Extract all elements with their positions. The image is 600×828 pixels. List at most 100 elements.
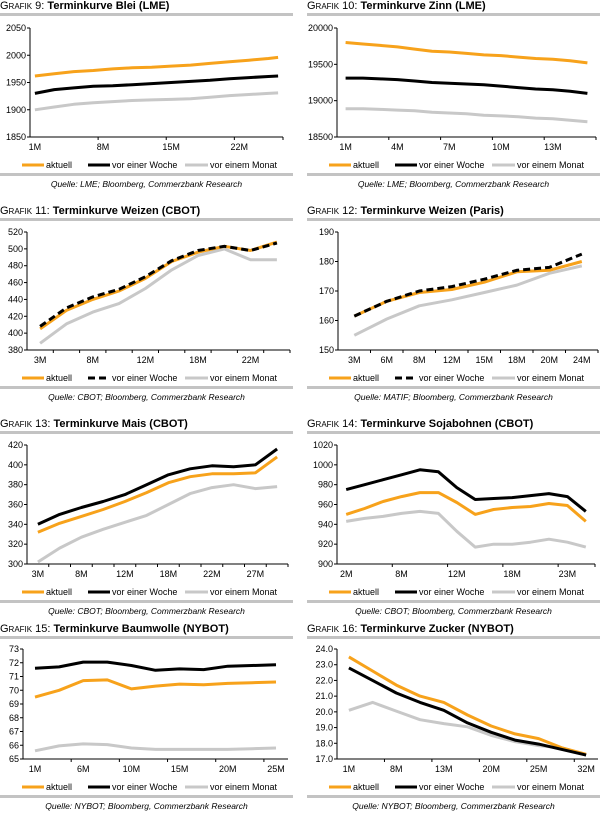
series-line-vor-einem-monat <box>39 247 277 345</box>
divider <box>307 636 600 639</box>
series-line-vor-einem-monat <box>345 509 587 549</box>
legend-label: aktuell <box>46 587 72 597</box>
divider <box>307 173 600 176</box>
chart-number: Grafik 15: <box>0 623 51 635</box>
legend-label: vor einer Woche <box>112 373 177 383</box>
y-tick-label: 2000 <box>6 50 26 60</box>
line-chart: 300 320 340 360 380 400 420 3M 8M 12M 18M 22M 27M akt… <box>8 440 289 597</box>
series-line-vor-einer-woche <box>348 666 587 757</box>
y-tick-label: 73 <box>9 644 19 654</box>
y-tick-label: 480 <box>8 261 23 271</box>
x-tick-label: 15M <box>171 764 189 774</box>
divider <box>0 13 293 16</box>
legend-label: vor einer Woche <box>419 160 484 170</box>
x-tick-label: 6M <box>380 355 393 365</box>
legend-label: vor einer Woche <box>112 587 177 597</box>
chart-title-text: Terminkurve Zinn (LME) <box>360 0 486 12</box>
y-tick-label: 940 <box>318 519 333 529</box>
y-tick-label: 960 <box>318 500 333 510</box>
chart-title-text: Terminkurve Sojabohnen (CBOT) <box>360 418 534 430</box>
series-line-aktuell <box>348 655 587 756</box>
chart-source: Quelle: CBOT; Bloomberg, Commerzbank Res… <box>48 392 245 402</box>
x-tick-label: 32M <box>577 764 595 774</box>
legend-label: vor einem Monat <box>210 782 278 792</box>
x-tick-label: 12M <box>137 355 155 365</box>
y-tick-label: 520 <box>8 227 23 237</box>
legend-label: vor einem Monat <box>210 587 278 597</box>
y-tick-label: 17.0 <box>315 754 333 764</box>
y-tick-label: 380 <box>8 345 23 355</box>
chart-title-text: Terminkurve Weizen (CBOT) <box>52 205 201 217</box>
x-tick-label: 3M <box>32 569 45 579</box>
x-tick-label: 1M <box>339 142 352 152</box>
legend-label: vor einem Monat <box>210 160 278 170</box>
chart-panel: Grafik 10: Terminkurve Zinn (LME) Quelle:… <box>307 0 600 205</box>
x-tick-label: 15M <box>162 142 180 152</box>
chart-panel: Grafik 14: Terminkurve Sojabohnen (CBOT)… <box>307 418 600 623</box>
series-line-aktuell <box>345 491 587 523</box>
chart-title: Grafik 13: Terminkurve Mais (CBOT) <box>0 418 188 430</box>
y-tick-label: 420 <box>8 311 23 321</box>
y-tick-label: 70 <box>9 685 19 695</box>
legend-label: vor einer Woche <box>112 782 177 792</box>
legend-label: aktuell <box>46 160 72 170</box>
x-tick-label: 7M <box>443 142 456 152</box>
chart-source: Quelle: NYBOT; Bloomberg, Commerzbank Re… <box>352 801 555 811</box>
legend-label: vor einer Woche <box>419 373 484 383</box>
x-tick-label: 3M <box>34 355 47 365</box>
x-tick-label: 15M <box>475 355 493 365</box>
x-tick-label: 1M <box>29 764 42 774</box>
series-line-vor-einer-woche <box>34 660 277 672</box>
y-tick-label: 2050 <box>6 23 26 33</box>
series-line-vor-einer-woche <box>39 241 278 328</box>
series-line-aktuell <box>353 260 583 318</box>
divider <box>307 431 600 434</box>
chart-panel: Grafik 13: Terminkurve Mais (CBOT) Quelle… <box>0 418 293 623</box>
divider <box>0 795 293 798</box>
chart-panel: Grafik 15: Terminkurve Baumwolle (NYBOT)… <box>0 623 293 828</box>
x-tick-label: 25M <box>267 764 285 774</box>
divider <box>307 795 600 798</box>
chart-title-text: Terminkurve Mais (CBOT) <box>53 418 188 430</box>
y-tick-label: 320 <box>8 539 23 549</box>
x-tick-label: 2M <box>340 569 353 579</box>
x-tick-label: 6M <box>77 764 90 774</box>
y-tick-label: 1000 <box>313 460 333 470</box>
y-tick-label: 1850 <box>6 132 26 142</box>
y-tick-label: 68 <box>9 713 19 723</box>
series-line-vor-einer-woche <box>34 74 279 95</box>
line-chart: 150 160 170 180 190 3M 6M 8M 12M 15M 18M 20M 24M aktu… <box>319 227 599 383</box>
series-line-vor-einem-monat <box>353 264 583 337</box>
legend-label: vor einem Monat <box>517 160 585 170</box>
y-tick-label: 21.0 <box>315 691 333 701</box>
divider <box>0 173 293 176</box>
x-tick-label: 8M <box>86 355 99 365</box>
y-tick-label: 19500 <box>308 59 333 69</box>
legend-label: vor einer Woche <box>112 160 177 170</box>
x-tick-label: 8M <box>395 569 408 579</box>
chart-source: Quelle: MATIF; Bloomberg, Commerzbank Re… <box>354 392 553 402</box>
x-tick-label: 10M <box>123 764 141 774</box>
x-tick-label: 8M <box>413 355 426 365</box>
x-tick-label: 20M <box>482 764 500 774</box>
series-line-vor-einem-monat <box>345 107 588 124</box>
x-tick-label: 23M <box>559 569 577 579</box>
y-tick-label: 19.0 <box>315 723 333 733</box>
x-tick-label: 24M <box>573 355 591 365</box>
chart-panel: Grafik 12: Terminkurve Weizen (Paris) Que… <box>307 205 600 410</box>
chart-title: Grafik 10: Terminkurve Zinn (LME) <box>307 0 486 12</box>
series-line-aktuell <box>34 678 277 699</box>
line-chart: 65 66 67 68 69 70 71 72 73 1M 6M 10M 15M 20M 25M aktuel… <box>9 644 288 792</box>
x-tick-label: 3M <box>348 355 361 365</box>
x-tick-label: 18M <box>160 569 178 579</box>
y-tick-label: 72 <box>9 658 19 668</box>
series-line-vor-einer-woche <box>345 468 587 513</box>
series-line-aktuell <box>37 455 278 534</box>
chart-number: Grafik 13: <box>0 418 51 430</box>
y-tick-label: 300 <box>8 559 23 569</box>
legend-label: vor einer Woche <box>419 782 484 792</box>
line-chart: 900 920 940 960 980 1000 1020 2M 8M 12M 18M 23M aktu… <box>313 440 596 597</box>
y-tick-label: 20000 <box>308 23 333 33</box>
y-tick-label: 460 <box>8 278 23 288</box>
x-tick-label: 12M <box>443 355 461 365</box>
